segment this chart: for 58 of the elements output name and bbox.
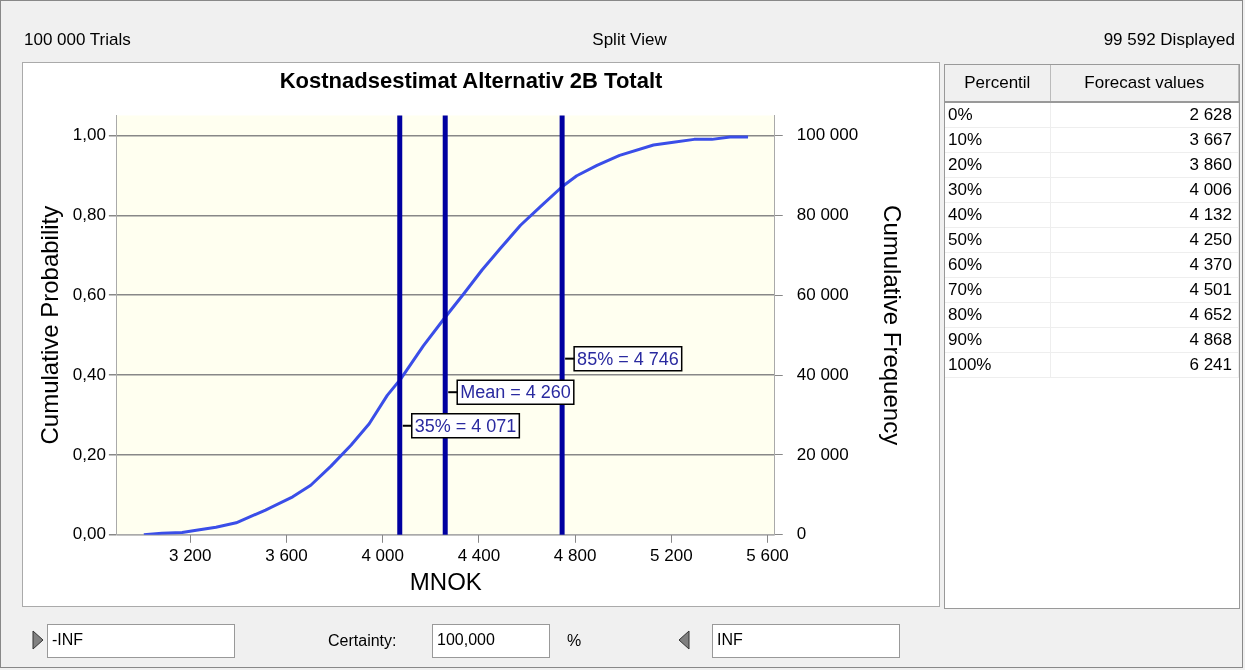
x-tick-label: 4 400 (457, 545, 501, 565)
text: 6 241 (1050, 352, 1239, 378)
text: 50% (945, 227, 1051, 253)
chart-title: Kostnadsestimat Alternativ 2B Totalt (279, 68, 663, 94)
x-tick-label: 3 200 (168, 545, 212, 565)
y2-tick-label: 0 (796, 524, 807, 544)
x-tick-label: 3 600 (265, 545, 308, 565)
text: 80% (945, 302, 1051, 328)
text: 100% (945, 352, 1051, 378)
text: Split View (592, 30, 667, 49)
y2-tick-label: 100 000 (796, 125, 859, 145)
text: 4 132 (1050, 202, 1239, 228)
ref-line-label: Mean = 4 260 (460, 382, 571, 403)
x-tick-label: 4 800 (553, 545, 597, 565)
text: 20% (945, 152, 1051, 178)
text: -INF (47, 624, 235, 658)
y-tick-label: 0,00 (72, 524, 106, 544)
y-tick-label: 1,00 (72, 125, 106, 145)
text: Forecast values (1050, 65, 1239, 102)
y-tick-label: 0,40 (72, 364, 106, 384)
text: 100,000 (432, 624, 550, 658)
text: 4 501 (1050, 277, 1239, 303)
text: 0% (945, 102, 1051, 128)
y-tick-label: 0,80 (72, 204, 106, 224)
y-tick-label: 0,20 (72, 444, 106, 464)
text: Certainty: (328, 632, 397, 650)
x-axis-title: MNOK (409, 568, 482, 596)
text: 3 860 (1050, 152, 1239, 178)
text: 2 628 (1050, 102, 1239, 128)
text: 70% (945, 277, 1051, 303)
x-tick-label: 5 600 (746, 545, 789, 565)
text: 60% (945, 252, 1051, 278)
text: 4 370 (1050, 252, 1239, 278)
text: % (567, 632, 582, 650)
y2-tick-label: 20 000 (796, 444, 849, 464)
text: Percentil (945, 65, 1051, 102)
y2-tick-label: 40 000 (796, 364, 849, 384)
x-tick-label: 4 000 (361, 545, 404, 565)
text: 4 652 (1050, 302, 1239, 328)
y-axis-title: Cumulative Probability (36, 205, 64, 445)
ref-line-label: 85% = 4 746 (577, 348, 679, 369)
text: 30% (945, 177, 1051, 203)
y-tick-label: 0,60 (72, 284, 106, 304)
text: 4 868 (1050, 327, 1239, 353)
text: 3 667 (1050, 127, 1239, 153)
text: 100 000 Trials (24, 30, 131, 49)
y2-tick-label: 80 000 (796, 204, 849, 224)
text: INF (712, 624, 900, 658)
ref-line-label: 35% = 4 071 (414, 415, 517, 436)
text: 40% (945, 202, 1051, 228)
text: 4 250 (1050, 227, 1239, 253)
y2-axis-title: Cumulative Frequency (878, 205, 906, 446)
text: 4 006 (1050, 177, 1239, 203)
text: 90% (945, 327, 1051, 353)
x-tick-label: 5 200 (650, 545, 693, 565)
y2-tick-label: 60 000 (796, 284, 849, 304)
text: 99 592 Displayed (1103, 30, 1235, 49)
text: 10% (945, 127, 1051, 153)
